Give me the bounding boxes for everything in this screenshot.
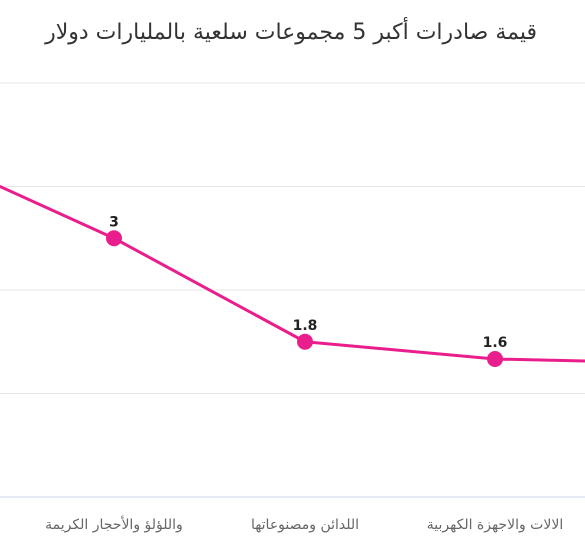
category-label: واللؤلؤ والأحجار الكريمة (45, 515, 183, 533)
gridlines (0, 82, 585, 498)
category-label: اللدائن ومصنوعاتها (251, 517, 359, 533)
category-label: الالات والاجهزة الكهربية (427, 517, 563, 533)
category-labels: واللؤلؤ والأحجار الكريمة اللدائن ومصنوعات… (45, 515, 563, 533)
data-point (487, 351, 503, 367)
data-points (106, 230, 503, 367)
data-label: 1.6 (483, 335, 508, 351)
chart-title: قيمة صادرات أكبر 5 مجموعات سلعية بالمليا… (45, 20, 537, 45)
data-point (106, 230, 122, 247)
data-label: 1.8 (293, 318, 318, 334)
data-point (297, 333, 313, 350)
data-label: 3 (109, 214, 119, 230)
data-labels: 3 1.8 1.6 (109, 214, 507, 351)
